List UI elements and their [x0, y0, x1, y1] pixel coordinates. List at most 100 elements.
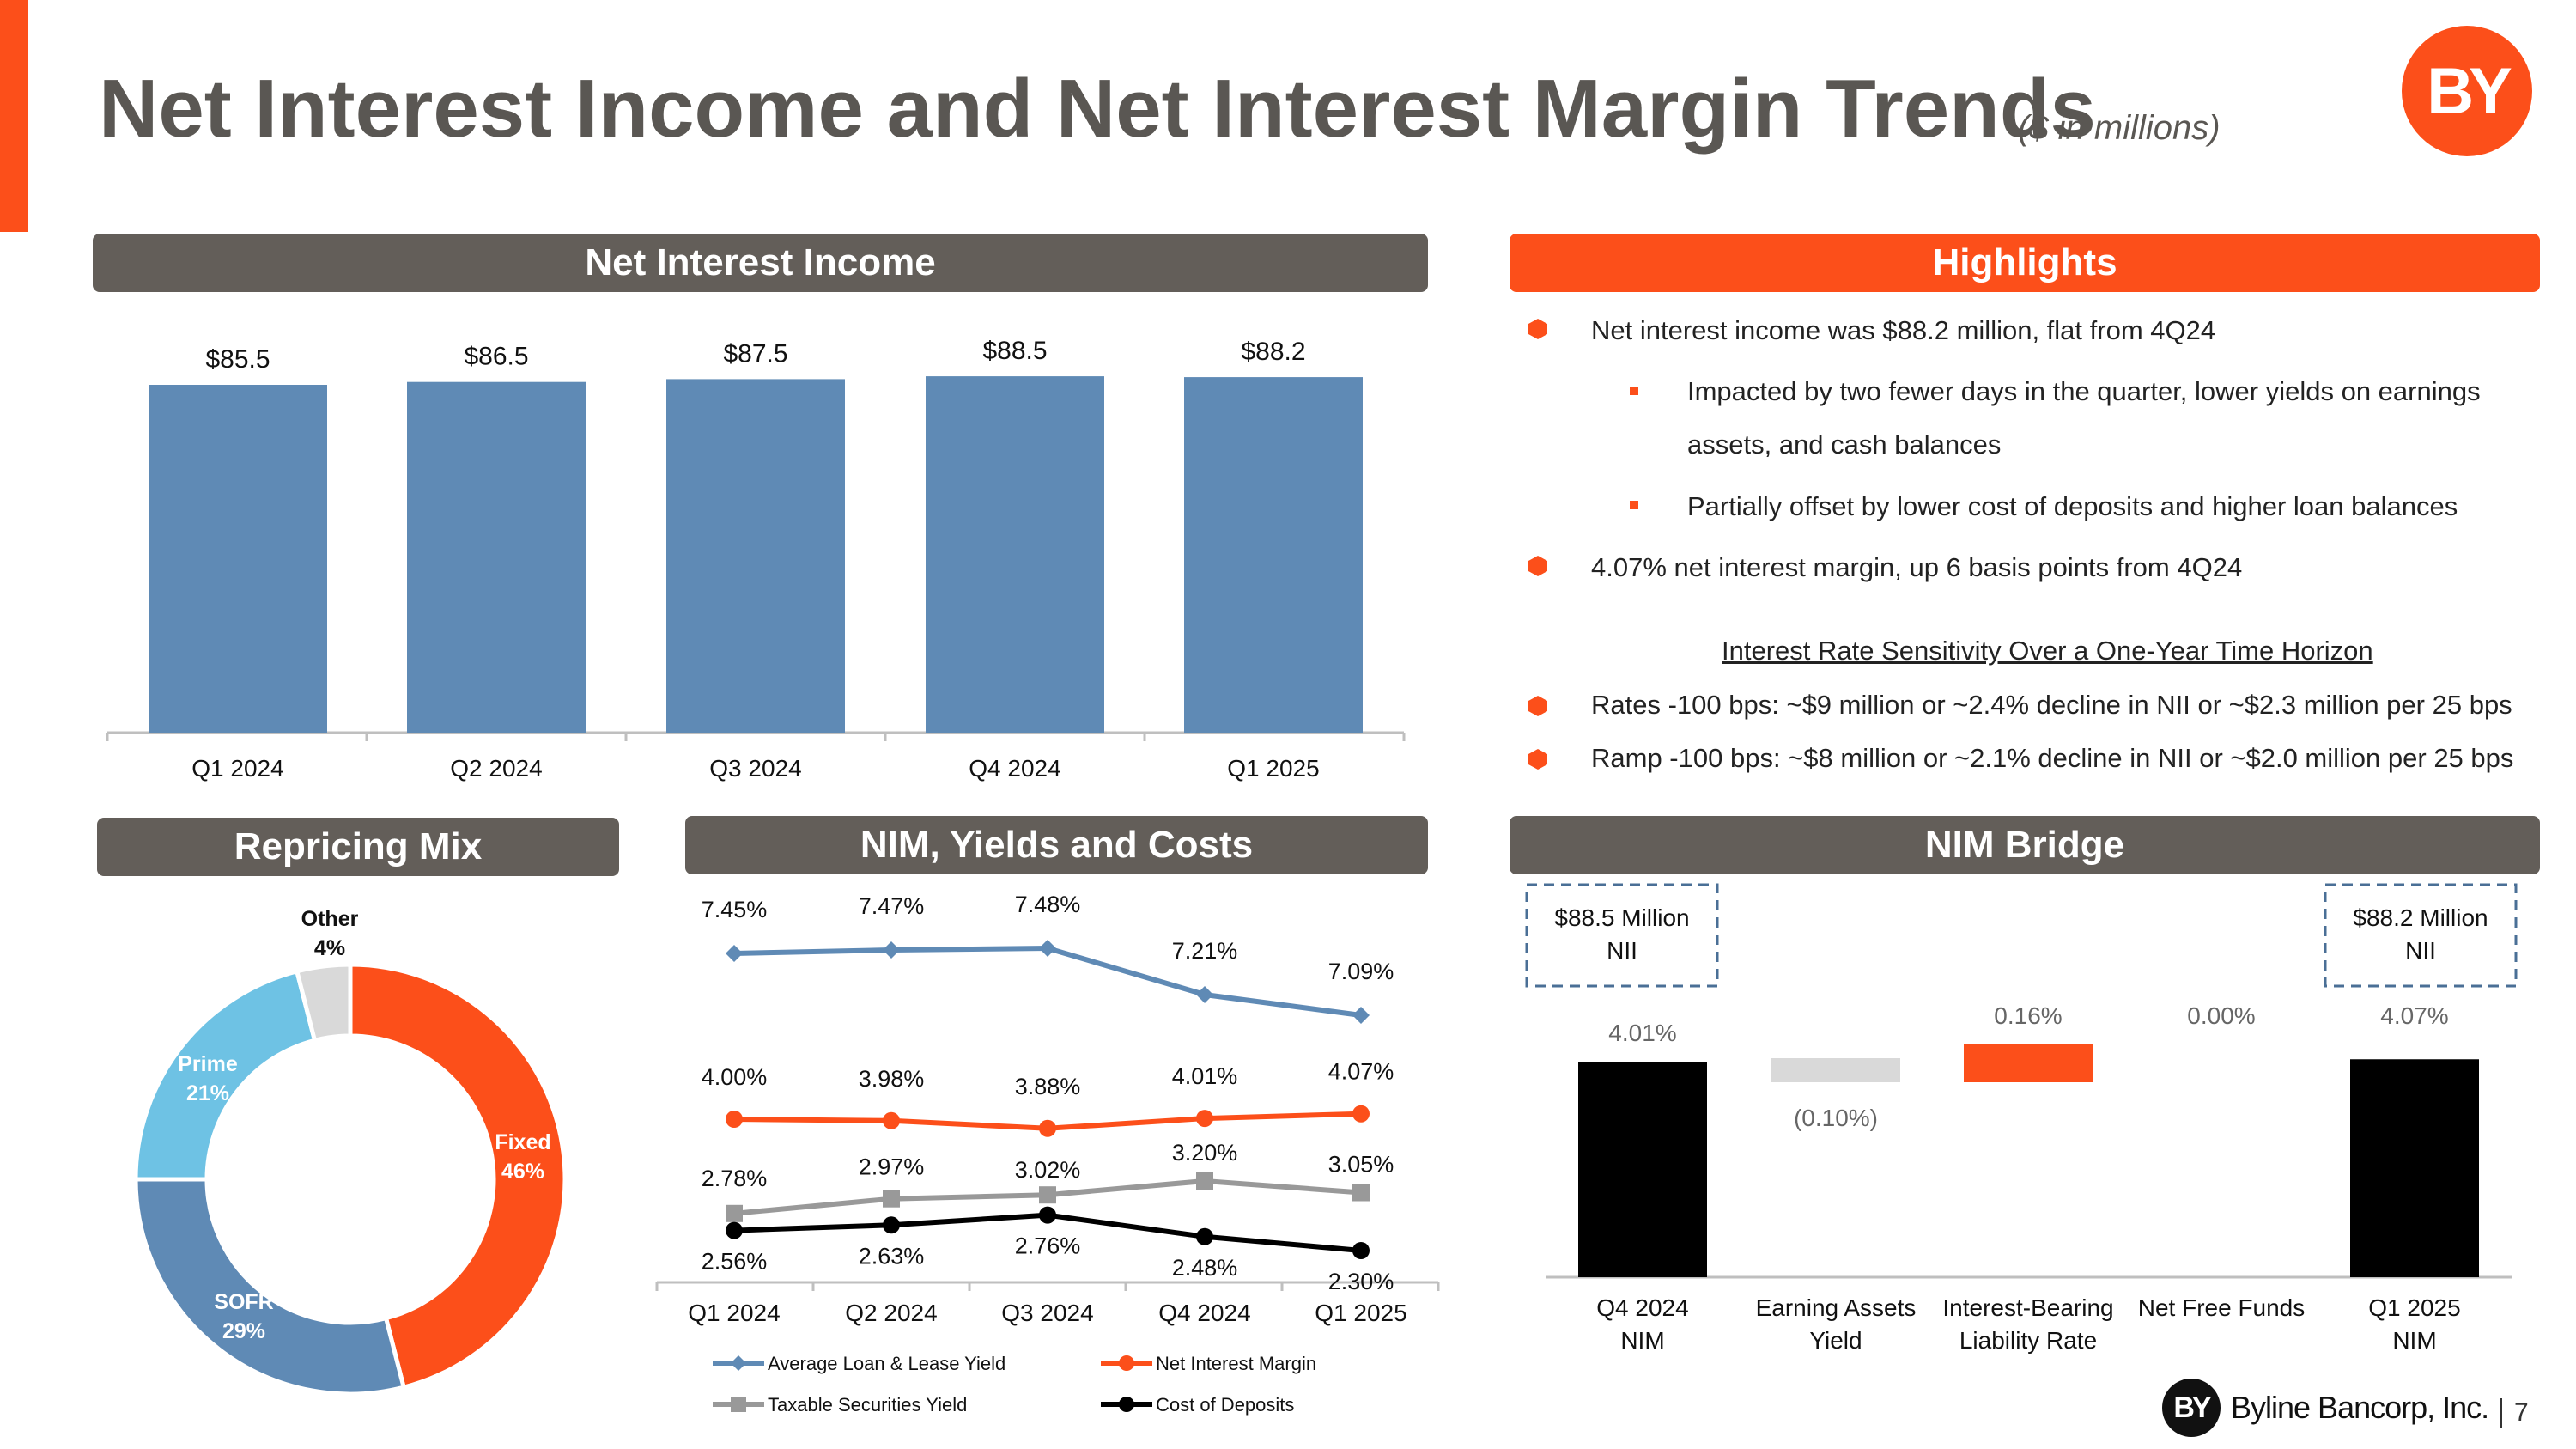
- series-marker: [1039, 1119, 1056, 1137]
- series-data-label: 2.56%: [702, 1249, 768, 1275]
- series-data-label: 7.21%: [1172, 938, 1238, 964]
- nii-callout-box: [2324, 883, 2518, 988]
- series-data-label: 7.09%: [1328, 959, 1394, 984]
- series-marker: [726, 945, 743, 962]
- series-data-label: 2.63%: [859, 1243, 925, 1269]
- bridge-x-tick-label: NIM: [1620, 1327, 1664, 1354]
- nim-x-tick-label: Q3 2024: [1001, 1300, 1093, 1326]
- series-marker: [726, 1204, 743, 1222]
- series-marker: [1039, 1186, 1056, 1204]
- page-subtitle: ($ in millions): [2018, 109, 2221, 147]
- nii-x-tick-label: Q4 2024: [969, 755, 1060, 782]
- donut-label-pct: 46%: [501, 1160, 544, 1184]
- bridge-bar: [1578, 1062, 1707, 1277]
- footer-logo: BY Byline Bancorp, Inc.: [2162, 1379, 2489, 1437]
- bridge-bar: [1771, 1058, 1900, 1082]
- nii-bar: [407, 381, 586, 733]
- series-data-label: 3.02%: [1015, 1157, 1081, 1183]
- nii-callout-box: [1525, 883, 1719, 988]
- nii-bar-label: $88.2: [1241, 338, 1305, 366]
- nim-x-tick-label: Q2 2024: [845, 1300, 937, 1326]
- bridge-x-tick-label: Yield: [1809, 1327, 1862, 1354]
- nii-bar: [149, 385, 327, 733]
- highlights-header: Highlights: [1510, 234, 2540, 292]
- hex-bullet-icon: [1528, 319, 1547, 339]
- nim-yields-header: NIM, Yields and Costs: [685, 816, 1428, 874]
- series-data-label: 2.30%: [1328, 1269, 1394, 1294]
- bridge-bar: [2350, 1059, 2479, 1277]
- donut-label-name: Prime: [178, 1052, 238, 1076]
- series-marker: [1352, 1007, 1370, 1024]
- series-data-label: 3.98%: [859, 1066, 925, 1092]
- series-data-label: 4.01%: [1172, 1063, 1238, 1089]
- series-data-label: 2.76%: [1015, 1233, 1081, 1259]
- series-marker: [1039, 940, 1056, 957]
- series-marker: [1352, 1242, 1370, 1259]
- page-number: 7: [2500, 1398, 2529, 1428]
- series-marker: [883, 1111, 900, 1129]
- donut-slice-other: [294, 962, 353, 1044]
- bridge-data-label: 4.01%: [1608, 1020, 1676, 1046]
- series-data-label: 4.07%: [1328, 1059, 1394, 1085]
- nii-bar: [926, 376, 1104, 733]
- series-line-0: [733, 945, 1362, 1018]
- series-marker: [883, 1216, 900, 1234]
- series-data-label: 2.78%: [702, 1166, 768, 1191]
- series-data-label: 3.20%: [1172, 1140, 1238, 1166]
- nim-bridge-header: NIM Bridge: [1510, 816, 2540, 874]
- nim-x-tick-label: Q1 2024: [688, 1300, 780, 1326]
- sensitivity-item: Ramp -100 bps: ~$8 million or ~2.1% decl…: [1591, 743, 2514, 773]
- nii-x-tick-label: Q1 2025: [1227, 755, 1319, 782]
- donut-label-name: SOFR: [214, 1290, 273, 1314]
- series-marker: [1196, 986, 1213, 1003]
- highlight-sub-bullet: Partially offset by lower cost of deposi…: [1687, 491, 2458, 521]
- series-marker: [1196, 1172, 1213, 1190]
- bridge-x-tick-label: Interest-Bearing: [1942, 1294, 2113, 1321]
- legend-label: Average Loan & Lease Yield: [768, 1353, 1005, 1374]
- series-data-label: 7.47%: [859, 893, 925, 919]
- nii-bar-label: $86.5: [464, 343, 528, 371]
- series-marker: [1352, 1184, 1370, 1202]
- square-bullet-icon: [1630, 501, 1638, 509]
- donut-label-pct: 29%: [222, 1319, 265, 1343]
- nii-x-tick-label: Q3 2024: [709, 755, 801, 782]
- bridge-data-label: 0.16%: [1994, 1002, 2062, 1029]
- donut-slice-sofr: [133, 1177, 407, 1397]
- legend-marker: [731, 1397, 746, 1412]
- series-marker: [726, 1111, 743, 1128]
- highlight-bullet: 4.07% net interest margin, up 6 basis po…: [1591, 552, 2243, 582]
- series-data-label: 2.97%: [859, 1154, 925, 1180]
- legend-label: Taxable Securities Yield: [768, 1394, 967, 1416]
- hex-bullet-icon: [1528, 696, 1547, 716]
- donut-label-name: Other: [301, 907, 359, 931]
- legend-label: Cost of Deposits: [1156, 1394, 1294, 1416]
- legend-marker: [731, 1355, 746, 1371]
- nim-x-tick-label: Q1 2025: [1315, 1300, 1406, 1326]
- series-data-label: 4.00%: [702, 1064, 768, 1090]
- nii-callout-text: NII: [1607, 937, 1637, 964]
- footer-byline-icon: BY: [2162, 1379, 2221, 1437]
- bridge-x-tick-label: NIM: [2392, 1327, 2436, 1354]
- series-marker: [726, 1221, 743, 1239]
- page-title: Net Interest Income and Net Interest Mar…: [99, 63, 2096, 155]
- nii-bar-label: $87.5: [723, 339, 787, 368]
- nii-bar: [1184, 377, 1363, 733]
- legend-marker: [1119, 1355, 1134, 1371]
- series-data-label: 7.48%: [1015, 892, 1081, 917]
- nii-bar: [666, 379, 845, 733]
- nim-x-tick-label: Q4 2024: [1158, 1300, 1250, 1326]
- series-marker: [883, 1190, 900, 1208]
- series-marker: [1352, 1105, 1370, 1123]
- bridge-x-tick-label: Q1 2025: [2368, 1294, 2460, 1321]
- series-marker: [883, 941, 900, 959]
- byline-logo-icon: BY: [2402, 26, 2532, 156]
- hex-bullet-icon: [1528, 556, 1547, 576]
- nii-callout-text: NII: [2405, 937, 2436, 964]
- bridge-bar: [1964, 1044, 2093, 1082]
- series-data-label: 7.45%: [702, 897, 768, 922]
- bridge-x-tick-label: Liability Rate: [1959, 1327, 2097, 1354]
- bridge-data-label: 0.00%: [2187, 1002, 2255, 1029]
- legend-label: Net Interest Margin: [1156, 1353, 1316, 1374]
- donut-slice-prime: [133, 968, 318, 1182]
- series-marker: [1039, 1206, 1056, 1224]
